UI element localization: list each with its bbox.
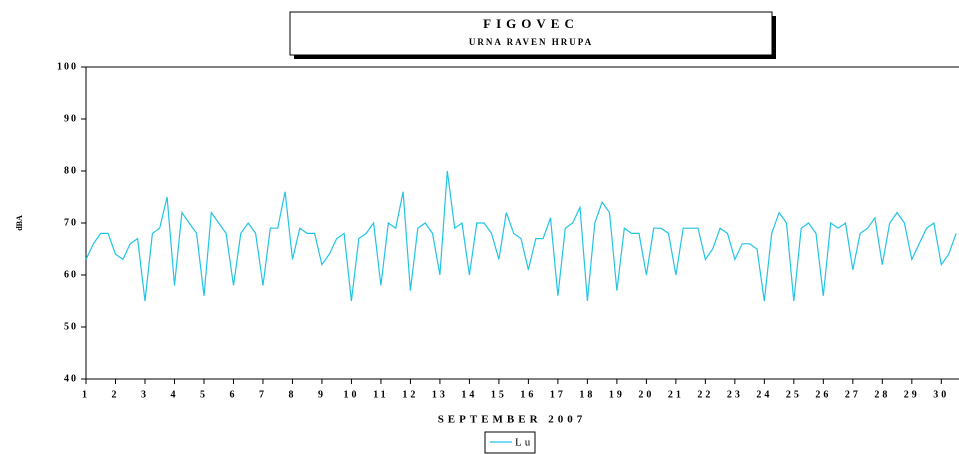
y-tick-label: 60 <box>64 269 78 280</box>
x-axis-label: SEPTEMBER 2007 <box>438 414 587 426</box>
x-tick-label: 22 <box>697 389 713 400</box>
chart-subtitle: URNA RAVEN HRUPA <box>469 37 593 47</box>
y-axis-label: dBA <box>15 215 24 231</box>
x-tick-label: 10 <box>343 389 359 400</box>
title-box <box>289 11 773 56</box>
y-tick-label: 100 <box>57 61 78 72</box>
x-tick-label: 17 <box>550 389 566 400</box>
x-tick-label: 12 <box>402 389 418 400</box>
x-tick-label: 19 <box>609 389 625 400</box>
x-tick-label: 30 <box>933 389 949 400</box>
x-tick-label: 18 <box>579 389 595 400</box>
x-tick-label: 2 <box>111 389 119 400</box>
x-tick-label: 29 <box>904 389 920 400</box>
x-tick-label: 9 <box>318 389 326 400</box>
x-tick-label: 24 <box>756 389 772 400</box>
x-tick-label: 26 <box>815 389 831 400</box>
x-tick-label: 25 <box>786 389 802 400</box>
legend-label: Lu <box>515 437 533 449</box>
data-line <box>85 170 957 302</box>
x-tick-label: 21 <box>668 389 684 400</box>
x-tick-label: 28 <box>874 389 890 400</box>
x-tick-label: 20 <box>638 389 654 400</box>
y-tick-label: 80 <box>64 165 78 176</box>
chart-title: FIGOVEC <box>483 16 579 31</box>
x-tick-label: 13 <box>432 389 448 400</box>
x-tick-label: 23 <box>727 389 743 400</box>
x-tick-label: 7 <box>259 389 267 400</box>
x-tick-label: 3 <box>141 389 149 400</box>
x-tick-label: 27 <box>845 389 861 400</box>
y-tick-label: 90 <box>64 113 78 124</box>
x-tick-label: 11 <box>373 389 388 400</box>
y-tick-label: 70 <box>64 217 78 228</box>
x-tick-label: 6 <box>229 389 237 400</box>
x-tick-label: 16 <box>520 389 536 400</box>
x-tick-label: 14 <box>461 389 477 400</box>
x-tick-label: 5 <box>200 389 208 400</box>
x-tick-label: 1 <box>82 389 90 400</box>
x-tick-label: 4 <box>170 389 178 400</box>
y-tick-label: 40 <box>64 373 78 384</box>
x-tick-label: 15 <box>491 389 507 400</box>
x-tick-label: 8 <box>288 389 296 400</box>
y-tick-label: 50 <box>64 321 78 332</box>
